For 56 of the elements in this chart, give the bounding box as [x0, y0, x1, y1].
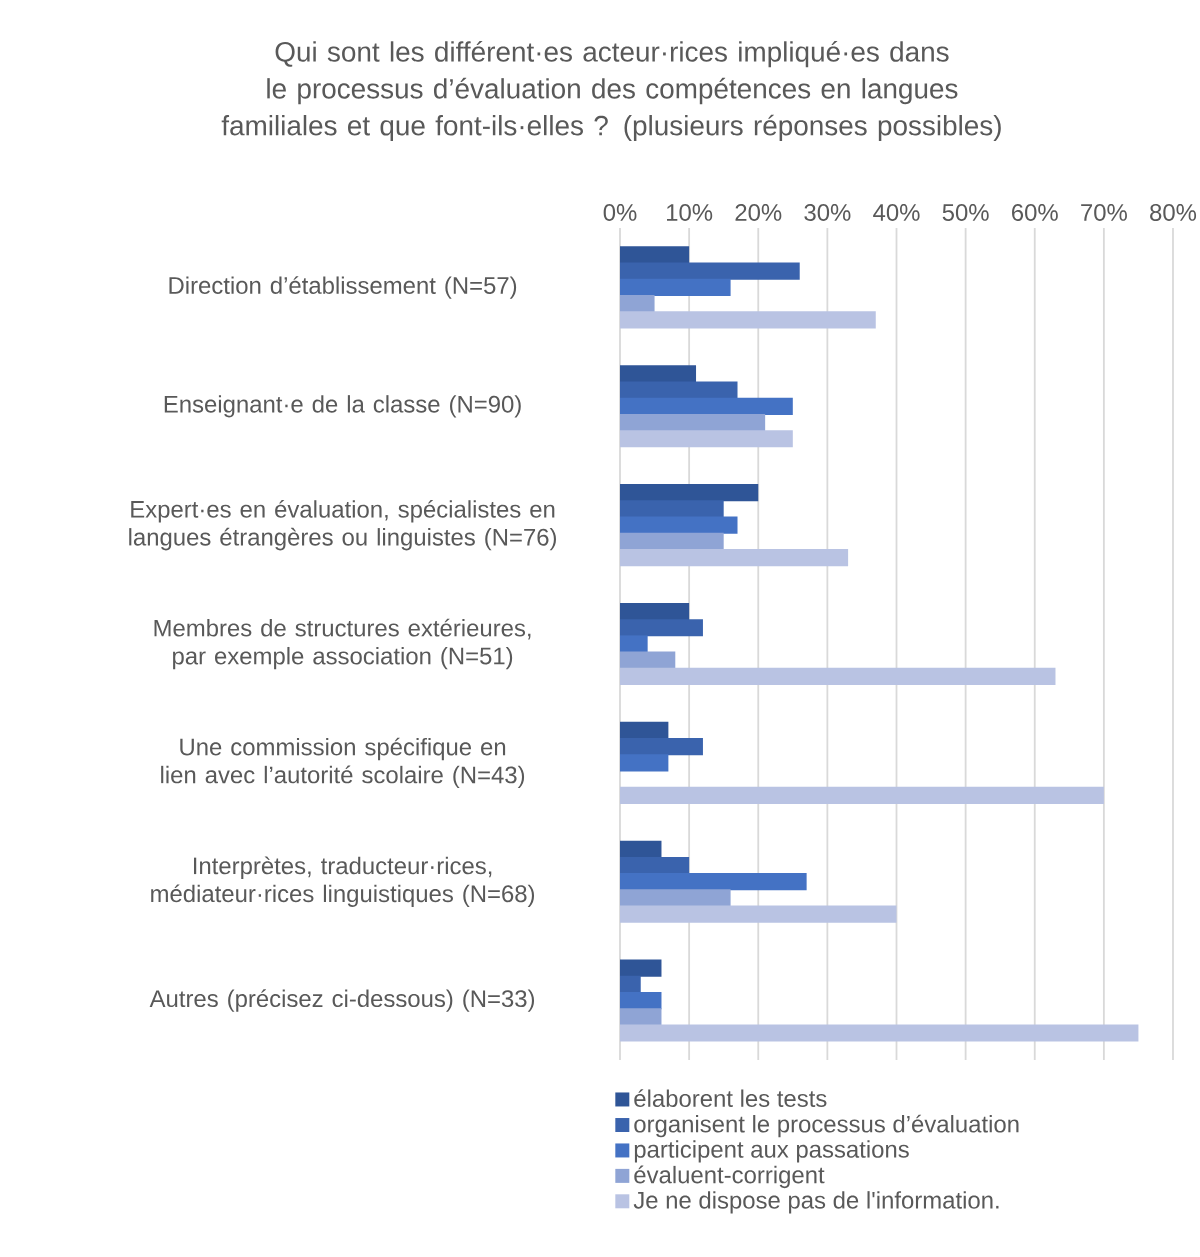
legend-label: élaborent les tests [634, 1089, 827, 1107]
bar [620, 667, 1056, 686]
x-tick-label: 20% [735, 204, 782, 221]
x-tick-label: 70% [1081, 204, 1127, 221]
legend-label: organisent le processus d’évaluation [634, 1114, 1019, 1138]
x-tick-label: 60% [1012, 204, 1058, 221]
bar [620, 397, 793, 415]
y-tick-label: Une commission spécifique en lien avec l’autorité scolaire (N=43) [161, 737, 525, 789]
bar [620, 1008, 662, 1026]
x-tick-label: 0% [603, 204, 637, 221]
bar [620, 311, 876, 329]
bar [620, 840, 662, 858]
y-tick-label: Expert·es en évaluation, spécialistes en langues étrangères ou linguistes (N=76) [129, 499, 556, 551]
legend-label: Je ne dispose pas de l'information. [633, 1191, 999, 1214]
x-tick-label: 50% [942, 204, 989, 221]
bar [620, 975, 641, 993]
bar [620, 738, 703, 756]
x-tick-label: 30% [804, 204, 851, 221]
bar [620, 651, 676, 669]
bar [620, 873, 807, 891]
y-tick-label: Interprètes, traducteur·rices, médiateur·rices linguistiques (N=68) [151, 856, 535, 907]
bar [620, 721, 669, 739]
bar [620, 413, 766, 432]
bar [620, 619, 703, 637]
bar [620, 484, 759, 502]
bar [620, 278, 731, 297]
x-tick-label: 80% [1150, 204, 1197, 221]
y-tick-label: Autres (précisez ci-dessous) (N=33) [149, 989, 535, 1012]
x-tick-label: 10% [667, 204, 713, 221]
legend-label: évaluent-corrigent [634, 1165, 825, 1189]
y-tick-label: Direction d’établissement (N=57) [169, 276, 517, 299]
bar [620, 991, 662, 1010]
bar [620, 295, 655, 313]
bar [620, 889, 731, 907]
legend-label: participent aux passations [634, 1140, 909, 1163]
chart-title: Qui sont les différent·es acteur·rices impliqué·es dans le processus d’évaluation des compétences en langues familiales et que font-ils·elles ? (plusieurs réponses possibles) [221, 40, 1001, 141]
bar [620, 516, 738, 534]
x-tick-label: 40% [873, 204, 920, 221]
y-tick-label: Enseignant·e de la classe (N=90) [164, 395, 521, 418]
bar [620, 532, 724, 550]
bar [620, 1024, 1139, 1042]
bar [620, 905, 897, 923]
bar [620, 381, 738, 399]
bar [620, 635, 648, 653]
bar [620, 786, 1104, 804]
bar [620, 500, 724, 518]
bar [620, 754, 669, 772]
bar [620, 430, 793, 448]
bar [620, 602, 690, 621]
y-tick-label: Membres de structures extérieures, par exemple association (N=51) [154, 618, 531, 670]
bar [620, 856, 690, 875]
bar [620, 262, 800, 280]
bar [620, 548, 849, 567]
bar [620, 246, 690, 264]
bar [620, 959, 662, 977]
bar [620, 365, 697, 383]
